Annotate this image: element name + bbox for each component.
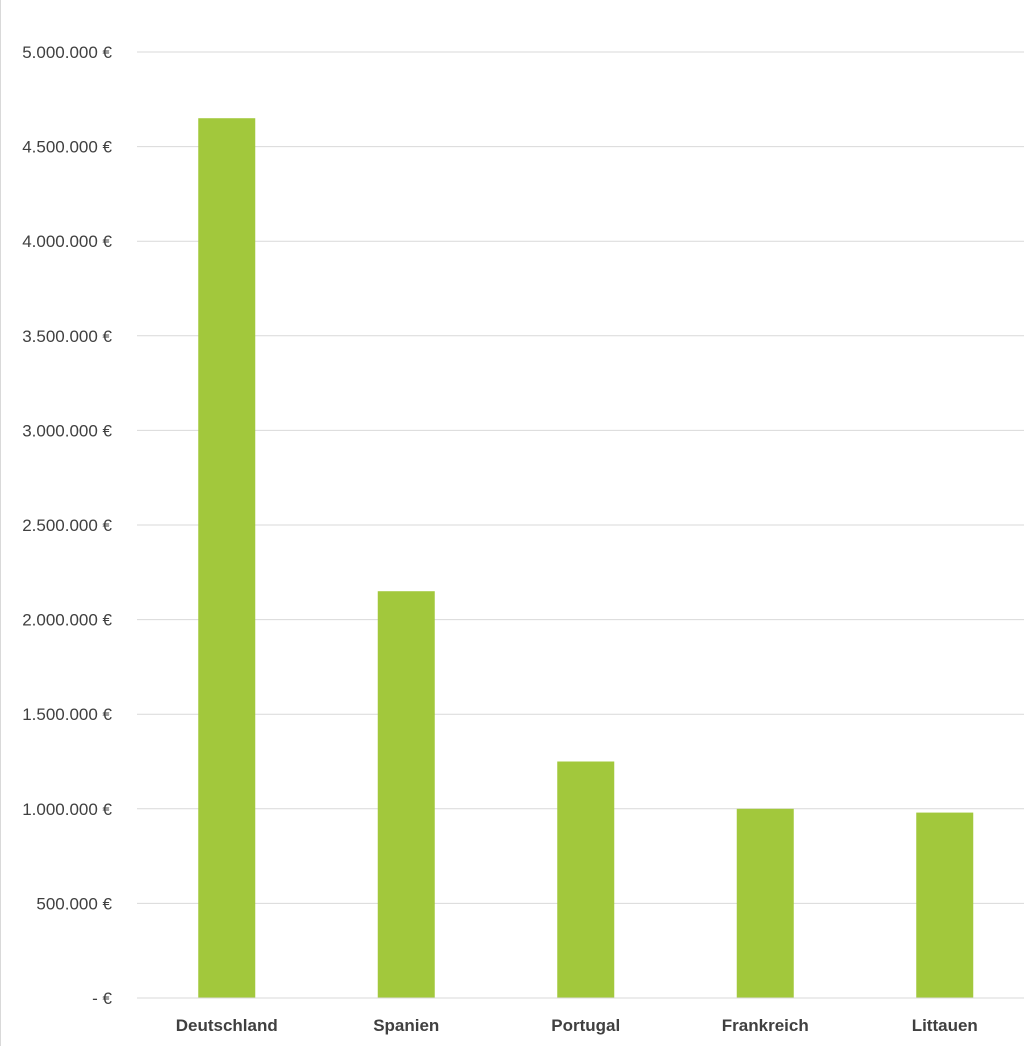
y-tick-label: 4.000.000 € (22, 232, 112, 251)
bars (198, 118, 974, 999)
chart-frame-edge (0, 0, 1, 1046)
bar-spanien (377, 591, 435, 998)
x-axis-category-labels: Deutschland Spanien Portugal Frankreich Litt… (176, 1016, 978, 1035)
y-tick-label: 1.500.000 € (22, 705, 112, 724)
x-category-label: Deutschland (176, 1016, 278, 1035)
y-tick-label: 2.000.000 € (22, 611, 112, 630)
y-tick-label: 3.500.000 € (22, 327, 112, 346)
x-category-label: Frankreich (722, 1016, 809, 1035)
bar-littauen (916, 812, 974, 998)
y-tick-label: 1.000.000 € (22, 800, 112, 819)
gridlines (137, 51, 1024, 904)
x-category-label: Spanien (373, 1016, 439, 1035)
x-category-label: Portugal (551, 1016, 620, 1035)
x-category-label: Littauen (912, 1016, 978, 1035)
y-tick-label: 2.500.000 € (22, 516, 112, 535)
y-tick-label: 500.000 € (36, 894, 112, 913)
bar-frankreich (736, 808, 794, 998)
y-tick-label: - € (92, 989, 112, 1008)
y-tick-label: 4.500.000 € (22, 138, 112, 157)
y-tick-label: 3.000.000 € (22, 421, 112, 440)
bar-deutschland (198, 118, 256, 999)
bar-portugal (557, 761, 615, 998)
y-axis-tick-labels: - € 500.000 € 1.000.000 € 1.500.000 € 2.000.… (22, 43, 112, 1008)
y-tick-label: 5.000.000 € (22, 43, 112, 62)
